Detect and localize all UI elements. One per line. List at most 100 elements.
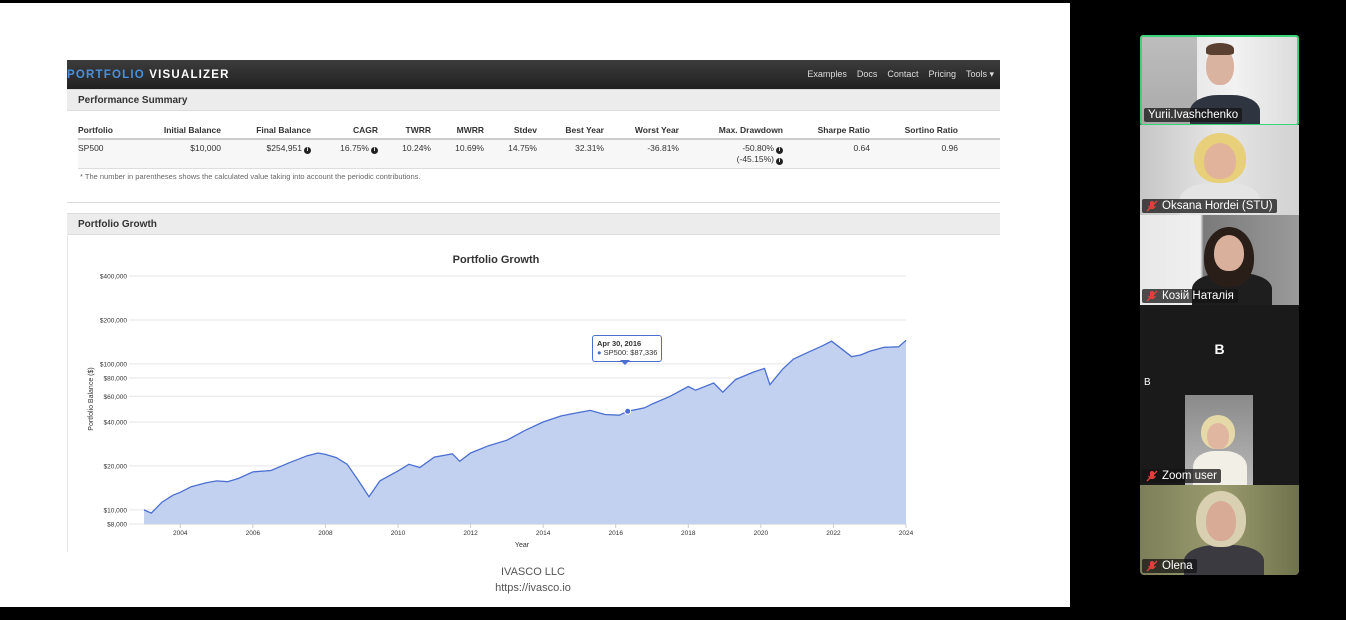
col-best-year: Best Year — [537, 122, 604, 140]
watermark-company: IVASCO LLC — [501, 566, 565, 578]
participant-tile-oksana[interactable]: Oksana Hordei (STU) — [1140, 125, 1299, 215]
y-tick-label: $400,000 — [100, 274, 127, 281]
performance-summary-panel: Portfolio Initial Balance Final Balance … — [67, 111, 1000, 203]
participant-initial: B — [1214, 341, 1225, 357]
performance-summary-heading: Performance Summary — [67, 89, 1000, 111]
series-line-sp500[interactable] — [143, 339, 907, 514]
tooltip-value: ● SP500: $87,336 — [597, 348, 658, 357]
nav-menu: Examples Docs Contact Pricing Tools ▾ — [807, 69, 994, 80]
y-tick-label: $200,000 — [100, 317, 127, 324]
col-sortino-ratio: Sortino Ratio — [870, 122, 958, 140]
cell-cagr: 16.75% i — [311, 139, 378, 169]
x-axis-ticks: 2004 2006 2008 2010 2012 2014 2016 2018 2020 2022… — [144, 523, 914, 537]
col-worst-year: Worst Year — [604, 122, 679, 140]
logo-word-portfolio: PORTFOLIO — [67, 69, 145, 81]
table-header-row: Portfolio Initial Balance Final Balance … — [78, 122, 1000, 140]
participant-name-label: Oksana Hordei (STU) — [1142, 199, 1277, 213]
col-mwrr: MWRR — [431, 122, 484, 140]
x-tick-label: 2024 — [899, 530, 914, 537]
participant-name-label: B — [1144, 377, 1151, 388]
cell-sortino-ratio: 0.96 — [870, 139, 958, 169]
x-tick-label: 2018 — [681, 530, 696, 537]
chart-svg: Portfolio Growth $400,000 $200,000 $100,00… — [88, 254, 914, 549]
col-initial-balance: Initial Balance — [136, 122, 221, 140]
cell-best-year: 32.31% — [537, 139, 604, 169]
site-logo[interactable]: PORTFOLIO VISUALIZER — [67, 69, 230, 81]
y-tick-label: $40,000 — [104, 419, 128, 426]
nav-tools-dropdown[interactable]: Tools ▾ — [965, 69, 994, 79]
y-axis-label: Portfolio Balance ($) — [88, 367, 95, 430]
muted-mic-icon — [1146, 470, 1158, 482]
cell-stdev: 14.75% — [484, 139, 537, 169]
cell-twrr: 10.24% — [378, 139, 431, 169]
portfolio-growth-heading: Portfolio Growth — [67, 213, 1000, 235]
cell-initial-balance: $10,000 — [136, 139, 221, 169]
info-icon[interactable]: i — [776, 147, 783, 154]
cell-portfolio: SP500 — [78, 139, 136, 169]
participant-name-label: Olena — [1142, 559, 1197, 573]
muted-mic-icon — [1146, 560, 1158, 572]
participant-tile-yurii[interactable]: Yurii.Ivashchenko — [1140, 35, 1299, 126]
participant-name-label: Zoom user — [1142, 469, 1221, 483]
cell-final-balance: $254,951 i — [221, 139, 311, 169]
y-tick-label: $10,000 — [104, 507, 128, 514]
x-tick-label: 2010 — [391, 530, 406, 537]
participant-name-label: Козій Наталія — [1142, 289, 1238, 303]
participant-name-label: Yurii.Ivashchenko — [1144, 108, 1243, 122]
muted-mic-icon — [1146, 290, 1158, 302]
col-sharpe-ratio: Sharpe Ratio — [783, 122, 870, 140]
cell-max-drawdown: -50.80% i (-45.15%) i — [679, 139, 783, 169]
muted-mic-icon — [1146, 200, 1158, 212]
col-cagr: CAGR — [311, 122, 378, 140]
watermark-url: https://ivasco.io — [495, 582, 571, 594]
x-tick-label: 2004 — [173, 530, 188, 537]
col-stdev: Stdev — [484, 122, 537, 140]
y-tick-label: $20,000 — [104, 463, 128, 470]
tooltip-arrow — [620, 360, 630, 365]
info-icon[interactable]: i — [371, 147, 378, 154]
x-tick-label: 2016 — [608, 530, 623, 537]
chart-title: Portfolio Growth — [453, 254, 540, 266]
x-tick-label: 2014 — [536, 530, 551, 537]
x-tick-label: 2006 — [246, 530, 261, 537]
portfolio-growth-chart: Portfolio Growth $400,000 $200,000 $100,00… — [67, 236, 1000, 552]
col-max-drawdown: Max. Drawdown — [679, 122, 783, 140]
col-portfolio: Portfolio — [78, 122, 136, 140]
cell-mwrr: 10.69% — [431, 139, 484, 169]
participant-tile-olena[interactable]: Olena — [1140, 485, 1299, 575]
nav-examples[interactable]: Examples — [807, 69, 847, 79]
tooltip-date: Apr 30, 2016 — [597, 339, 642, 348]
info-icon[interactable]: i — [776, 158, 783, 165]
chart-tooltip: Apr 30, 2016 ● SP500: $87,336 — [592, 335, 662, 362]
cell-sharpe-ratio: 0.64 — [783, 139, 870, 169]
presenter-watermark: IVASCO LLC https://ivasco.io — [0, 564, 1066, 596]
series-area-sp500 — [144, 340, 906, 524]
x-tick-label: 2022 — [826, 530, 841, 537]
hover-point-marker[interactable] — [624, 407, 632, 415]
x-tick-label: 2008 — [318, 530, 333, 537]
y-tick-label: $60,000 — [104, 394, 128, 401]
logo-word-visualizer: VISUALIZER — [149, 69, 230, 81]
nav-pricing[interactable]: Pricing — [928, 69, 956, 79]
y-tick-label: $8,000 — [107, 522, 127, 529]
y-axis-ticks: $400,000 $200,000 $100,000 $80,000 $60,000 $4… — [100, 274, 128, 529]
table-row: SP500 $10,000 $254,951 i 16.75% i 10.24% 1… — [78, 139, 1000, 169]
shared-screen: PORTFOLIO VISUALIZER Examples Docs Conta… — [0, 3, 1070, 607]
table-footnote: * The number in parentheses shows the ca… — [80, 172, 421, 181]
nav-docs[interactable]: Docs — [856, 69, 878, 79]
performance-table: Portfolio Initial Balance Final Balance … — [78, 122, 1000, 169]
col-final-balance: Final Balance — [221, 122, 311, 140]
y-tick-label: $100,000 — [100, 361, 127, 368]
col-twrr: TWRR — [378, 122, 431, 140]
cell-worst-year: -36.81% — [604, 139, 679, 169]
x-tick-label: 2012 — [463, 530, 478, 537]
participant-tile-koziy[interactable]: Козій Наталія — [1140, 215, 1299, 305]
info-icon[interactable]: i — [304, 147, 311, 154]
y-tick-label: $80,000 — [104, 376, 128, 383]
participant-tile-b[interactable]: B B Zoom user — [1140, 305, 1299, 485]
nav-contact[interactable]: Contact — [887, 69, 919, 79]
x-tick-label: 2020 — [754, 530, 769, 537]
top-navbar: PORTFOLIO VISUALIZER Examples Docs Conta… — [67, 60, 1000, 91]
x-axis-label: Year — [515, 542, 530, 549]
